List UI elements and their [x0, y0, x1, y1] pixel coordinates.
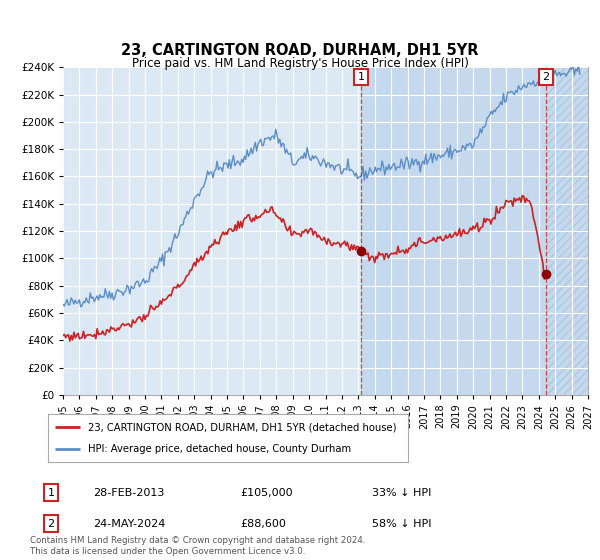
Text: £105,000: £105,000	[240, 488, 293, 498]
Text: £88,600: £88,600	[240, 519, 286, 529]
Bar	[545, 67, 588, 395]
Text: HPI: Average price, detached house, County Durham: HPI: Average price, detached house, Coun…	[88, 444, 351, 454]
Text: 28-FEB-2013: 28-FEB-2013	[93, 488, 164, 498]
Text: Contains HM Land Registry data © Crown copyright and database right 2024.
This d: Contains HM Land Registry data © Crown c…	[30, 536, 365, 556]
Text: 23, CARTINGTON ROAD, DURHAM, DH1 5YR (detached house): 23, CARTINGTON ROAD, DURHAM, DH1 5YR (de…	[88, 422, 396, 432]
Text: 24-MAY-2024: 24-MAY-2024	[93, 519, 166, 529]
Text: 2: 2	[542, 72, 549, 82]
Text: 33% ↓ HPI: 33% ↓ HPI	[372, 488, 431, 498]
Text: 1: 1	[358, 72, 365, 82]
Text: 1: 1	[47, 488, 55, 498]
Text: 23, CARTINGTON ROAD, DURHAM, DH1 5YR: 23, CARTINGTON ROAD, DURHAM, DH1 5YR	[121, 43, 479, 58]
Text: 2: 2	[47, 519, 55, 529]
Bar	[361, 67, 545, 395]
Text: Price paid vs. HM Land Registry's House Price Index (HPI): Price paid vs. HM Land Registry's House …	[131, 57, 469, 70]
Text: 58% ↓ HPI: 58% ↓ HPI	[372, 519, 431, 529]
